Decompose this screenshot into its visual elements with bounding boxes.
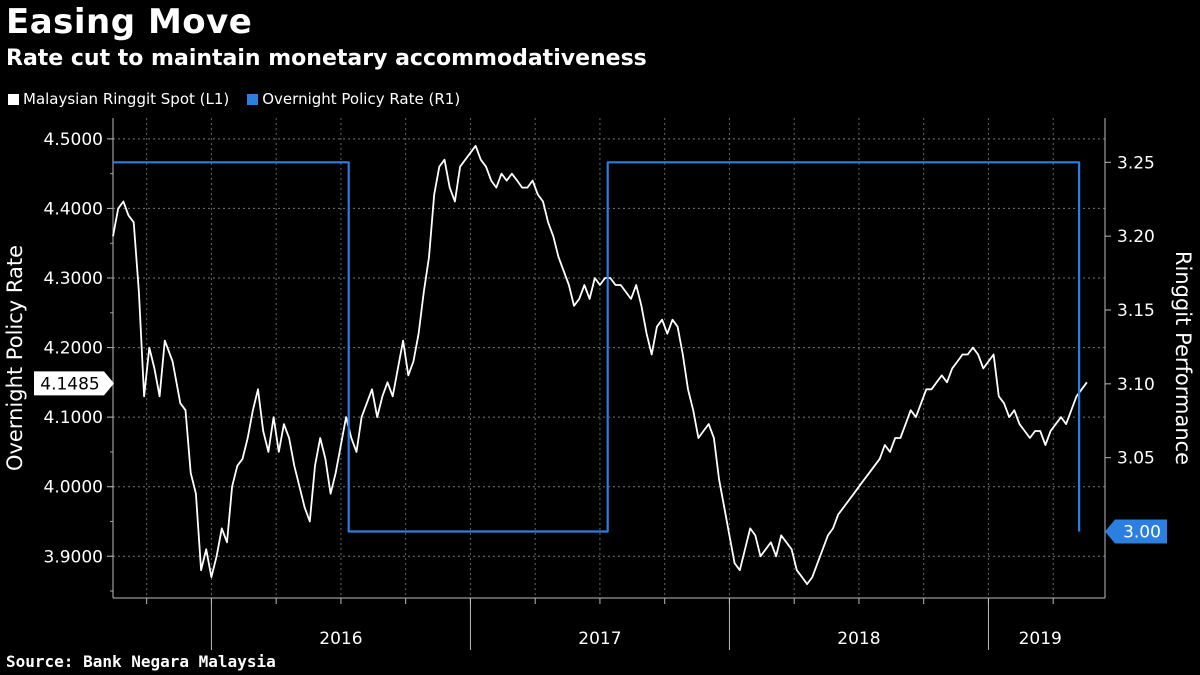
right-tick-label: 3.25 [1117, 153, 1155, 173]
left-tick-label: 4.4000 [44, 199, 103, 219]
gridlines [113, 118, 1105, 598]
right-last-value-label: 3.00 [1123, 523, 1161, 543]
series-layer [112, 144, 1088, 585]
legend-label-ringgit: Malaysian Ringgit Spot (L1) [23, 90, 230, 108]
x-year-label: 2019 [1019, 629, 1062, 649]
legend: Malaysian Ringgit Spot (L1) Overnight Po… [8, 90, 460, 108]
left-tick-label: 4.1000 [44, 408, 103, 428]
legend-item-policy-rate[interactable]: Overnight Policy Rate (R1) [247, 90, 460, 108]
axis-labels: 3.9000 4.0000 4.1000 4.2000 4.3000 4.4000 4.50… [3, 130, 1195, 649]
legend-item-ringgit[interactable]: Malaysian Ringgit Spot (L1) [8, 90, 229, 108]
left-last-value-badge [34, 371, 114, 396]
left-tick-label: 4.0000 [44, 478, 103, 498]
x-year-label: 2018 [837, 629, 880, 649]
right-tick-label: 3.10 [1117, 375, 1155, 395]
series-line-ringgit [112, 144, 1088, 585]
right-tick-label: 3.05 [1117, 449, 1155, 469]
right-axis-title: Ringgit Performance [1171, 251, 1195, 465]
legend-label-policy-rate: Overnight Policy Rate (R1) [262, 90, 461, 108]
legend-swatch-policy-rate [247, 93, 259, 105]
x-year-label: 2016 [319, 629, 362, 649]
legend-swatch-ringgit [8, 93, 19, 105]
axes [107, 118, 1111, 650]
left-axis-title: Overnight Policy Rate [3, 245, 27, 471]
chart-title: Easing Move [6, 2, 253, 42]
x-year-label: 2017 [578, 629, 621, 649]
right-tick-label: 3.20 [1117, 227, 1155, 247]
left-last-value-label: 4.1485 [40, 374, 99, 394]
left-tick-label: 4.3000 [44, 269, 103, 289]
left-tick-label: 4.2000 [44, 339, 103, 359]
right-last-value-badge [1105, 519, 1167, 544]
chart-subtitle: Rate cut to maintain monetary accommodat… [6, 46, 647, 71]
series-line-policy-rate [113, 161, 1081, 533]
source-note: Source: Bank Negara Malaysia [6, 652, 276, 671]
left-tick-label: 4.5000 [44, 130, 103, 150]
left-tick-label: 3.9000 [44, 547, 103, 567]
right-tick-label: 3.15 [1117, 301, 1155, 321]
